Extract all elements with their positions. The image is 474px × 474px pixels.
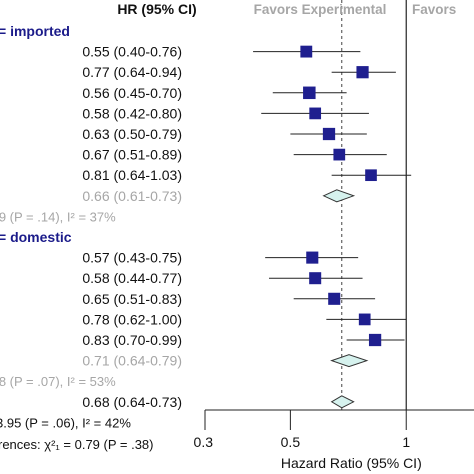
overall-heterogeneity-text: 3.95 (P = .06), I² = 42%	[0, 415, 131, 430]
study-hr-text: 0.78 (0.62-1.00)	[82, 311, 182, 327]
hr-header: HR (95% CI)	[117, 1, 196, 17]
study-hr-marker	[358, 313, 371, 326]
study-hr-marker	[328, 292, 341, 305]
study-hr-text: 0.81 (0.64-1.03)	[82, 167, 182, 183]
study-hr-marker	[322, 127, 336, 141]
subgroup-label: = imported	[0, 23, 70, 39]
subtotal-diamond	[330, 354, 369, 368]
study-hr-text: 0.65 (0.51-0.83)	[82, 291, 182, 307]
study-hr-marker	[356, 66, 369, 79]
study-hr-text: 0.58 (0.42-0.80)	[82, 105, 182, 121]
favors-experimental-label: Favors Experimental	[254, 2, 387, 17]
subgroup-heterogeneity-text: .69 (P = .14), I² = 37%	[0, 209, 116, 224]
study-hr-text: 0.77 (0.64-0.94)	[82, 64, 182, 80]
study-hr-marker	[300, 45, 313, 58]
study-hr-text: 0.83 (0.70-0.99)	[82, 332, 182, 348]
overall-hr-text: 0.68 (0.64-0.73)	[82, 394, 182, 410]
study-hr-marker	[309, 272, 322, 285]
subtotal-hr-text: 0.66 (0.61-0.73)	[82, 188, 182, 204]
study-hr-text: 0.63 (0.50-0.79)	[82, 126, 182, 142]
study-hr-marker	[365, 169, 377, 182]
subgroup-differences-text: rences: χ²₁ = 0.79 (P = .38)	[0, 437, 154, 452]
subgroup-heterogeneity-text: .58 (P = .07), I² = 53%	[0, 374, 116, 389]
study-hr-marker	[368, 333, 382, 347]
study-hr-marker	[333, 148, 346, 161]
subgroup-label: = domestic	[0, 229, 72, 245]
overall-diamond	[330, 395, 355, 409]
study-hr-text: 0.55 (0.40-0.76)	[82, 44, 182, 60]
x-axis-tick-label: 1	[402, 434, 410, 450]
x-axis-tick-label: 0.5	[281, 434, 301, 450]
study-hr-text: 0.57 (0.43-0.75)	[82, 250, 182, 266]
favors-control-label: Favors	[412, 2, 456, 17]
study-hr-text: 0.56 (0.45-0.70)	[82, 85, 182, 101]
study-hr-marker	[303, 86, 316, 100]
study-hr-marker	[309, 107, 322, 120]
subtotal-hr-text: 0.71 (0.64-0.79)	[82, 353, 182, 369]
study-hr-text: 0.58 (0.44-0.77)	[82, 270, 182, 286]
study-hr-text: 0.67 (0.51-0.89)	[82, 147, 182, 163]
x-axis-tick-label: 0.3	[194, 434, 214, 450]
subtotal-diamond	[322, 189, 356, 203]
x-axis-label: Hazard Ratio (95% CI)	[281, 455, 422, 471]
study-hr-marker	[306, 251, 319, 264]
